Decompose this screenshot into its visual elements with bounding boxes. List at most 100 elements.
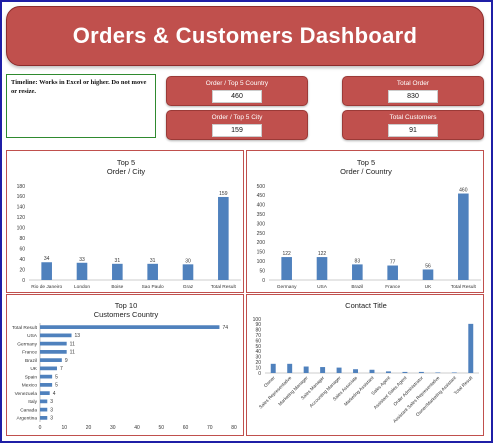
cust-country-bar bbox=[40, 350, 67, 354]
city-data-label: 159 bbox=[219, 191, 228, 197]
city-bar bbox=[76, 262, 88, 280]
cust-country-y-tick: UK bbox=[30, 366, 37, 372]
cust-country-data-label: 13 bbox=[75, 333, 81, 339]
cust-country-x-tick: 20 bbox=[86, 425, 92, 431]
cust-country-y-tick: Total Result bbox=[12, 325, 38, 331]
city-data-label: 30 bbox=[185, 258, 191, 264]
country-x-tick: Total Result bbox=[451, 284, 477, 290]
city-bar bbox=[182, 264, 194, 280]
cust-country-y-tick: Brazil bbox=[25, 358, 37, 364]
country-bar bbox=[387, 265, 398, 280]
country-title-line: Order / Country bbox=[340, 167, 392, 176]
cust-country-title-line: Top 10 bbox=[115, 301, 138, 310]
city-x-tick: Boise bbox=[111, 284, 123, 290]
country-y-tick: 200 bbox=[257, 240, 266, 246]
country-y-tick: 500 bbox=[257, 184, 266, 190]
city-x-tick: Total Result bbox=[211, 284, 237, 290]
chart-panel-customers-country[interactable]: Top 10 Customers Country 0 10 20 30 40 50 60 70 80… bbox=[6, 294, 244, 436]
city-x-tick: Graz bbox=[183, 284, 194, 290]
city-data-label: 31 bbox=[115, 258, 121, 264]
cust-country-data-label: 74 bbox=[222, 325, 228, 331]
cust-country-y-tick: Canada bbox=[20, 407, 37, 413]
cust-country-bar bbox=[40, 383, 53, 387]
contact-bar bbox=[402, 371, 408, 373]
kpi-total-order-label: Total Order bbox=[396, 80, 430, 87]
country-y-tick: 350 bbox=[257, 212, 266, 218]
cust-country-bar bbox=[40, 374, 53, 379]
country-data-label: 122 bbox=[318, 251, 327, 257]
contact-bar bbox=[369, 369, 375, 373]
contact-bar bbox=[287, 363, 293, 373]
kpi-total-order-value: 830 bbox=[388, 90, 438, 103]
contact-x-tick: Owner bbox=[263, 375, 276, 388]
city-y-tick: 0 bbox=[22, 278, 25, 284]
cust-country-y-tick: USA bbox=[27, 333, 38, 339]
country-y-tick: 100 bbox=[257, 259, 266, 265]
city-x-tick: Sao Paulo bbox=[142, 284, 164, 290]
cust-country-data-label: 3 bbox=[50, 416, 53, 422]
city-y-tick: 20 bbox=[19, 267, 25, 273]
cust-country-data-label: 9 bbox=[65, 358, 68, 364]
contact-x-tick: Order Administrator bbox=[392, 375, 424, 407]
contact-y-tick: 0 bbox=[258, 371, 261, 377]
contact-bar bbox=[353, 369, 359, 373]
contact-bar bbox=[385, 371, 391, 373]
cust-country-data-label: 3 bbox=[50, 399, 53, 405]
cust-country-y-tick: Mexico bbox=[22, 383, 38, 389]
chart-panel-contact-title[interactable]: Contact Title 0 10 20 30 40 50 60 70 80 90 100 Owner… bbox=[246, 294, 484, 436]
cust-country-bar bbox=[40, 366, 57, 371]
cust-country-y-tick: Argentina bbox=[16, 416, 37, 422]
contact-bar bbox=[303, 366, 309, 373]
contact-y-tick: 50 bbox=[255, 344, 261, 350]
contact-y-tick: 60 bbox=[255, 338, 261, 344]
city-y-tick: 100 bbox=[17, 226, 26, 232]
chart-panel-top-city[interactable]: Top 5 Order / City 0 20 40 60 80 100 120 140 160 18… bbox=[6, 150, 244, 293]
city-y-tick: 140 bbox=[17, 205, 26, 211]
chart-panel-top-country[interactable]: Top 5 Order / Country 0 50 100 150 200 250 300 35… bbox=[246, 150, 484, 293]
country-y-tick: 50 bbox=[259, 268, 265, 274]
cust-country-x-tick: 50 bbox=[158, 425, 164, 431]
city-data-label: 31 bbox=[150, 258, 156, 264]
timeline-placeholder[interactable]: Timeline: Works in Excel or higher. Do n… bbox=[6, 74, 156, 138]
contact-y-tick: 10 bbox=[255, 365, 261, 371]
contact-bar bbox=[336, 367, 342, 373]
contact-y-tick: 30 bbox=[255, 355, 261, 361]
contact-y-tick: 40 bbox=[255, 349, 261, 355]
cust-country-y-tick: Germany bbox=[17, 341, 37, 347]
country-data-label: 460 bbox=[459, 188, 468, 194]
contact-y-tick: 90 bbox=[255, 322, 261, 328]
city-y-tick: 180 bbox=[17, 184, 26, 190]
country-bar bbox=[316, 257, 328, 280]
country-bar bbox=[352, 264, 363, 280]
contact-y-tick: 80 bbox=[255, 328, 261, 334]
contact-bar bbox=[451, 372, 457, 373]
cust-country-data-label: 7 bbox=[60, 366, 63, 372]
cust-country-data-label: 5 bbox=[55, 374, 58, 380]
cust-country-y-tick: Venezuela bbox=[15, 391, 38, 397]
cust-country-bar bbox=[40, 333, 72, 338]
city-y-tick: 40 bbox=[19, 257, 25, 263]
contact-bar bbox=[270, 363, 276, 373]
country-x-tick: USA bbox=[317, 284, 328, 290]
cust-country-data-label: 4 bbox=[53, 391, 56, 397]
kpi-total-order: Total Order 830 bbox=[342, 76, 484, 106]
country-x-tick: France bbox=[385, 284, 400, 290]
country-data-label: 77 bbox=[390, 260, 396, 266]
country-data-label: 56 bbox=[425, 263, 431, 269]
cust-country-bar bbox=[40, 416, 48, 420]
cust-country-bar bbox=[40, 341, 67, 346]
contact-bar bbox=[320, 367, 326, 373]
contact-y-tick: 100 bbox=[253, 317, 262, 323]
contact-title-line: Contact Title bbox=[345, 301, 387, 310]
country-title-line: Top 5 bbox=[357, 158, 375, 167]
country-bar bbox=[281, 257, 292, 280]
contact-bar bbox=[418, 371, 424, 373]
cust-country-data-label: 11 bbox=[70, 350, 75, 356]
city-y-tick: 120 bbox=[17, 215, 26, 221]
city-y-tick: 160 bbox=[17, 194, 26, 200]
city-y-tick: 80 bbox=[19, 236, 25, 242]
country-bar bbox=[422, 269, 434, 280]
cust-country-x-tick: 80 bbox=[231, 425, 237, 431]
kpi-top-country: Order / Top 5 Country 460 bbox=[166, 76, 308, 106]
country-x-tick: Brazil bbox=[351, 284, 363, 290]
